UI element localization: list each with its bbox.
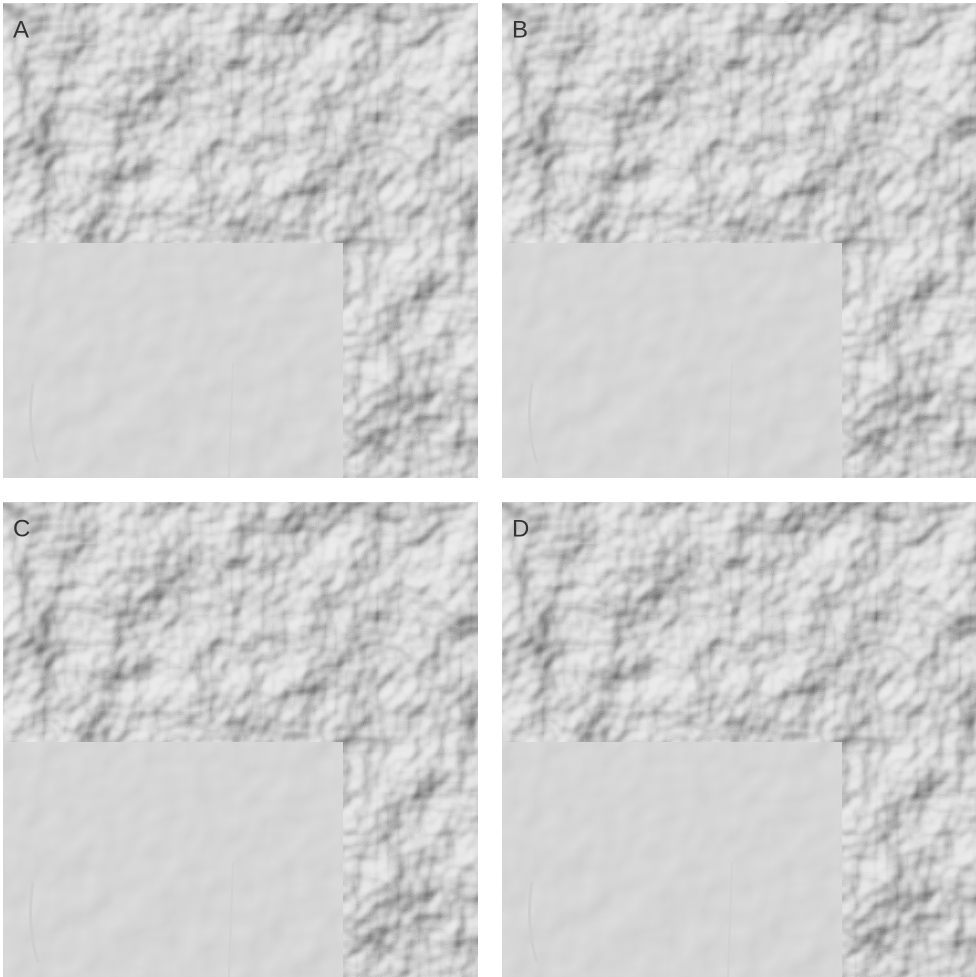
hillshade-map: C [3, 502, 478, 977]
hillshade-panel: A [3, 3, 478, 478]
hillshade-panel: B [502, 3, 976, 478]
hillshade-map: D [502, 502, 976, 977]
page: ABCD (() => { const data = JSON.parse(do… [0, 0, 976, 977]
panel-label: B [512, 16, 528, 43]
panel-label: D [512, 515, 529, 542]
panel-label: A [13, 16, 29, 43]
panel-label: C [13, 515, 30, 542]
hillshade-panel: C [3, 502, 478, 977]
hillshade-map: A [3, 3, 478, 478]
hillshade-panel: D [502, 502, 976, 977]
hillshade-map: B [502, 3, 976, 478]
